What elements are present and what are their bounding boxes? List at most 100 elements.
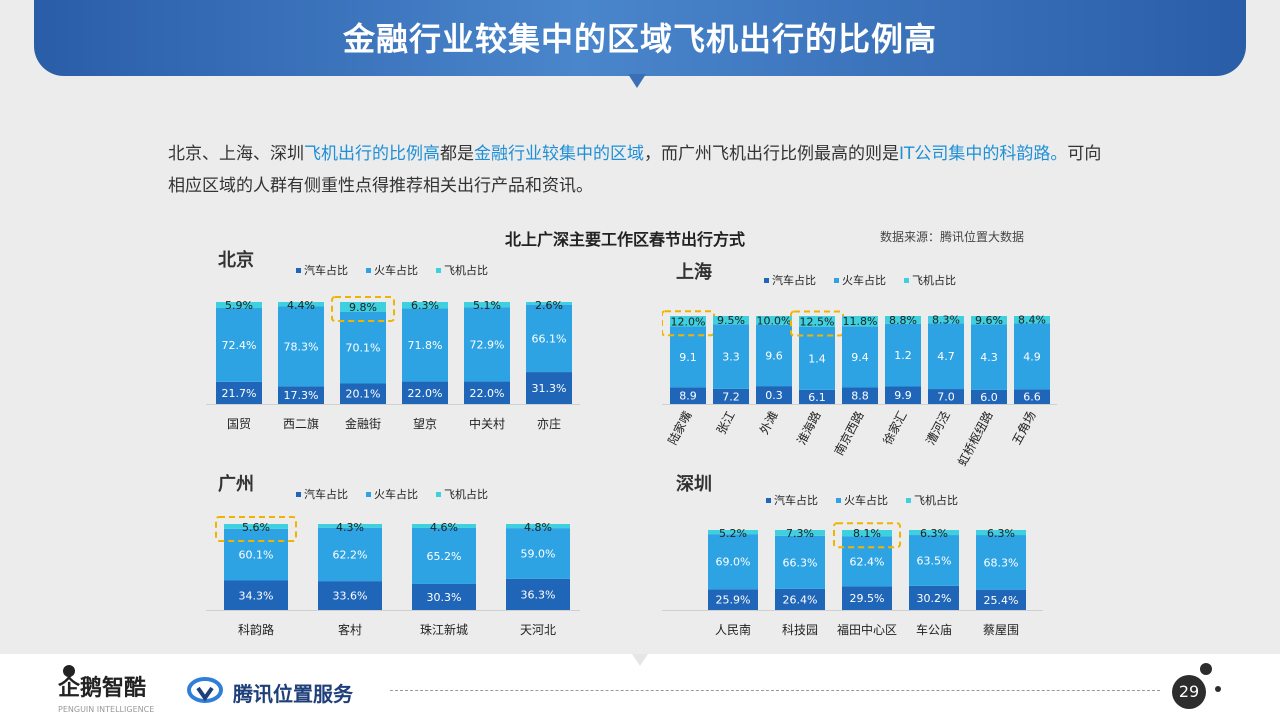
data-label: 4.4% [287, 299, 315, 312]
legend-swatch [436, 268, 441, 273]
intro-highlight: IT公司集中的科韵路。 [899, 144, 1068, 164]
category-label: 人民南 [715, 622, 751, 637]
category-label: 徐家汇 [879, 408, 909, 447]
category-label: 国贸 [227, 417, 251, 431]
data-label: 3.3 [722, 351, 740, 364]
legend-label: 火车占比 [844, 493, 888, 507]
data-label: 12.5% [800, 316, 835, 329]
title-banner [34, 0, 1246, 76]
bar-segment [842, 387, 878, 404]
bar-segment [775, 535, 825, 589]
panel-title: 上海 [676, 261, 712, 283]
category-label: 淮海路 [793, 408, 823, 447]
bar-segment [909, 530, 959, 536]
banner-pointer [628, 74, 646, 88]
category-label: 西二旗 [283, 416, 319, 431]
category-label: 科技园 [782, 623, 818, 637]
tencent-location-logo: 腾讯位置服务 [233, 682, 353, 706]
bar-segment [842, 316, 878, 327]
data-label: 70.1% [346, 342, 381, 355]
legend-swatch [906, 498, 911, 503]
bar-segment [670, 326, 706, 388]
intro-segment: 北京、上海、深圳 [168, 144, 304, 164]
legend-swatch [436, 492, 441, 497]
category-label: 客村 [338, 622, 362, 637]
bar-segment [278, 302, 324, 307]
bar-segment [1014, 389, 1050, 404]
data-label: 69.0% [716, 556, 751, 569]
data-label: 65.2% [427, 550, 462, 563]
data-label: 6.0 [980, 391, 998, 404]
legend-swatch [834, 278, 839, 283]
bar-segment [713, 388, 749, 404]
bar-segment [775, 588, 825, 610]
data-label: 6.3% [987, 527, 1015, 540]
category-label: 张江 [714, 409, 738, 437]
data-label: 26.4% [783, 593, 818, 606]
legend-label: 汽车占比 [774, 493, 818, 507]
bar-segment [464, 307, 510, 382]
data-label: 31.3% [532, 382, 567, 395]
bar-segment [756, 316, 792, 325]
data-label: 6.3% [920, 527, 948, 540]
bar-segment [526, 302, 572, 305]
legend-label: 飞机占比 [912, 273, 956, 287]
bar-segment [670, 387, 706, 404]
data-label: 8.9 [679, 390, 697, 403]
category-label: 科韵路 [238, 622, 274, 637]
bar-segment [216, 308, 262, 382]
highlight-box [662, 310, 715, 337]
bar-segment [756, 324, 792, 387]
bar-segment [775, 530, 825, 536]
bar-segment [976, 530, 1026, 536]
legend-label: 飞机占比 [444, 487, 488, 501]
category-label: 天河北 [520, 623, 556, 637]
chart-title: 北上广深主要工作区春节出行方式 [504, 230, 745, 249]
footer-divider [390, 690, 1160, 691]
bar-segment [909, 585, 959, 610]
bar-segment [708, 534, 758, 590]
data-label: 21.7% [222, 387, 257, 400]
bar-segment [708, 530, 758, 535]
category-label: 五角场 [1009, 409, 1038, 447]
data-label: 22.0% [470, 387, 505, 400]
bar-segment [318, 524, 382, 528]
category-label: 福田中心区 [837, 622, 897, 637]
data-label: 8.4% [1018, 314, 1046, 327]
penguin-intelligence-logo: 企鹅智酷 [58, 676, 147, 701]
category-label: 中关村 [469, 416, 505, 431]
bar-segment [842, 326, 878, 388]
bar-segment [971, 324, 1007, 390]
bar-segment [928, 323, 964, 390]
logo-subtitle: PENGUIN INTELLIGENCE [58, 705, 155, 714]
data-label: 66.3% [783, 556, 818, 569]
bar-segment [1014, 323, 1050, 390]
bar-segment [971, 316, 1007, 325]
bar-segment [885, 386, 921, 404]
data-label: 12.0% [671, 315, 706, 328]
data-label: 8.8% [889, 314, 917, 327]
data-label: 29.5% [850, 592, 885, 605]
data-label: 5.2% [719, 527, 747, 540]
legend-swatch [904, 278, 909, 283]
bar-segment [318, 581, 382, 610]
data-label: 5.1% [473, 299, 501, 312]
data-label: 30.3% [427, 591, 462, 604]
footer-pointer [632, 654, 648, 666]
data-label: 9.5% [717, 314, 745, 327]
guangzhou-chart: 广州 汽车占比 火车占比 飞机占比 34.3% 60.1% 5.6% 科韵路 33.6% 62.2… [206, 473, 580, 637]
page-dot [1200, 663, 1212, 675]
bar-segment [278, 386, 324, 404]
bar-segment [756, 386, 792, 404]
category-label: 望京 [413, 417, 437, 431]
panel-title: 深圳 [676, 473, 712, 495]
bar-segment [885, 323, 921, 387]
data-label: 8.1% [853, 527, 881, 540]
beijing-chart: 北京 汽车占比 火车占比 飞机占比 21.7% 72.4% 5.9% 国贸 17.3% 78.3%… [206, 249, 580, 431]
category-label: 南京西路 [831, 408, 867, 457]
bar-segment [842, 586, 892, 610]
location-service-icon [187, 677, 223, 703]
bar-segment [909, 535, 959, 586]
bar-segment [976, 535, 1026, 590]
